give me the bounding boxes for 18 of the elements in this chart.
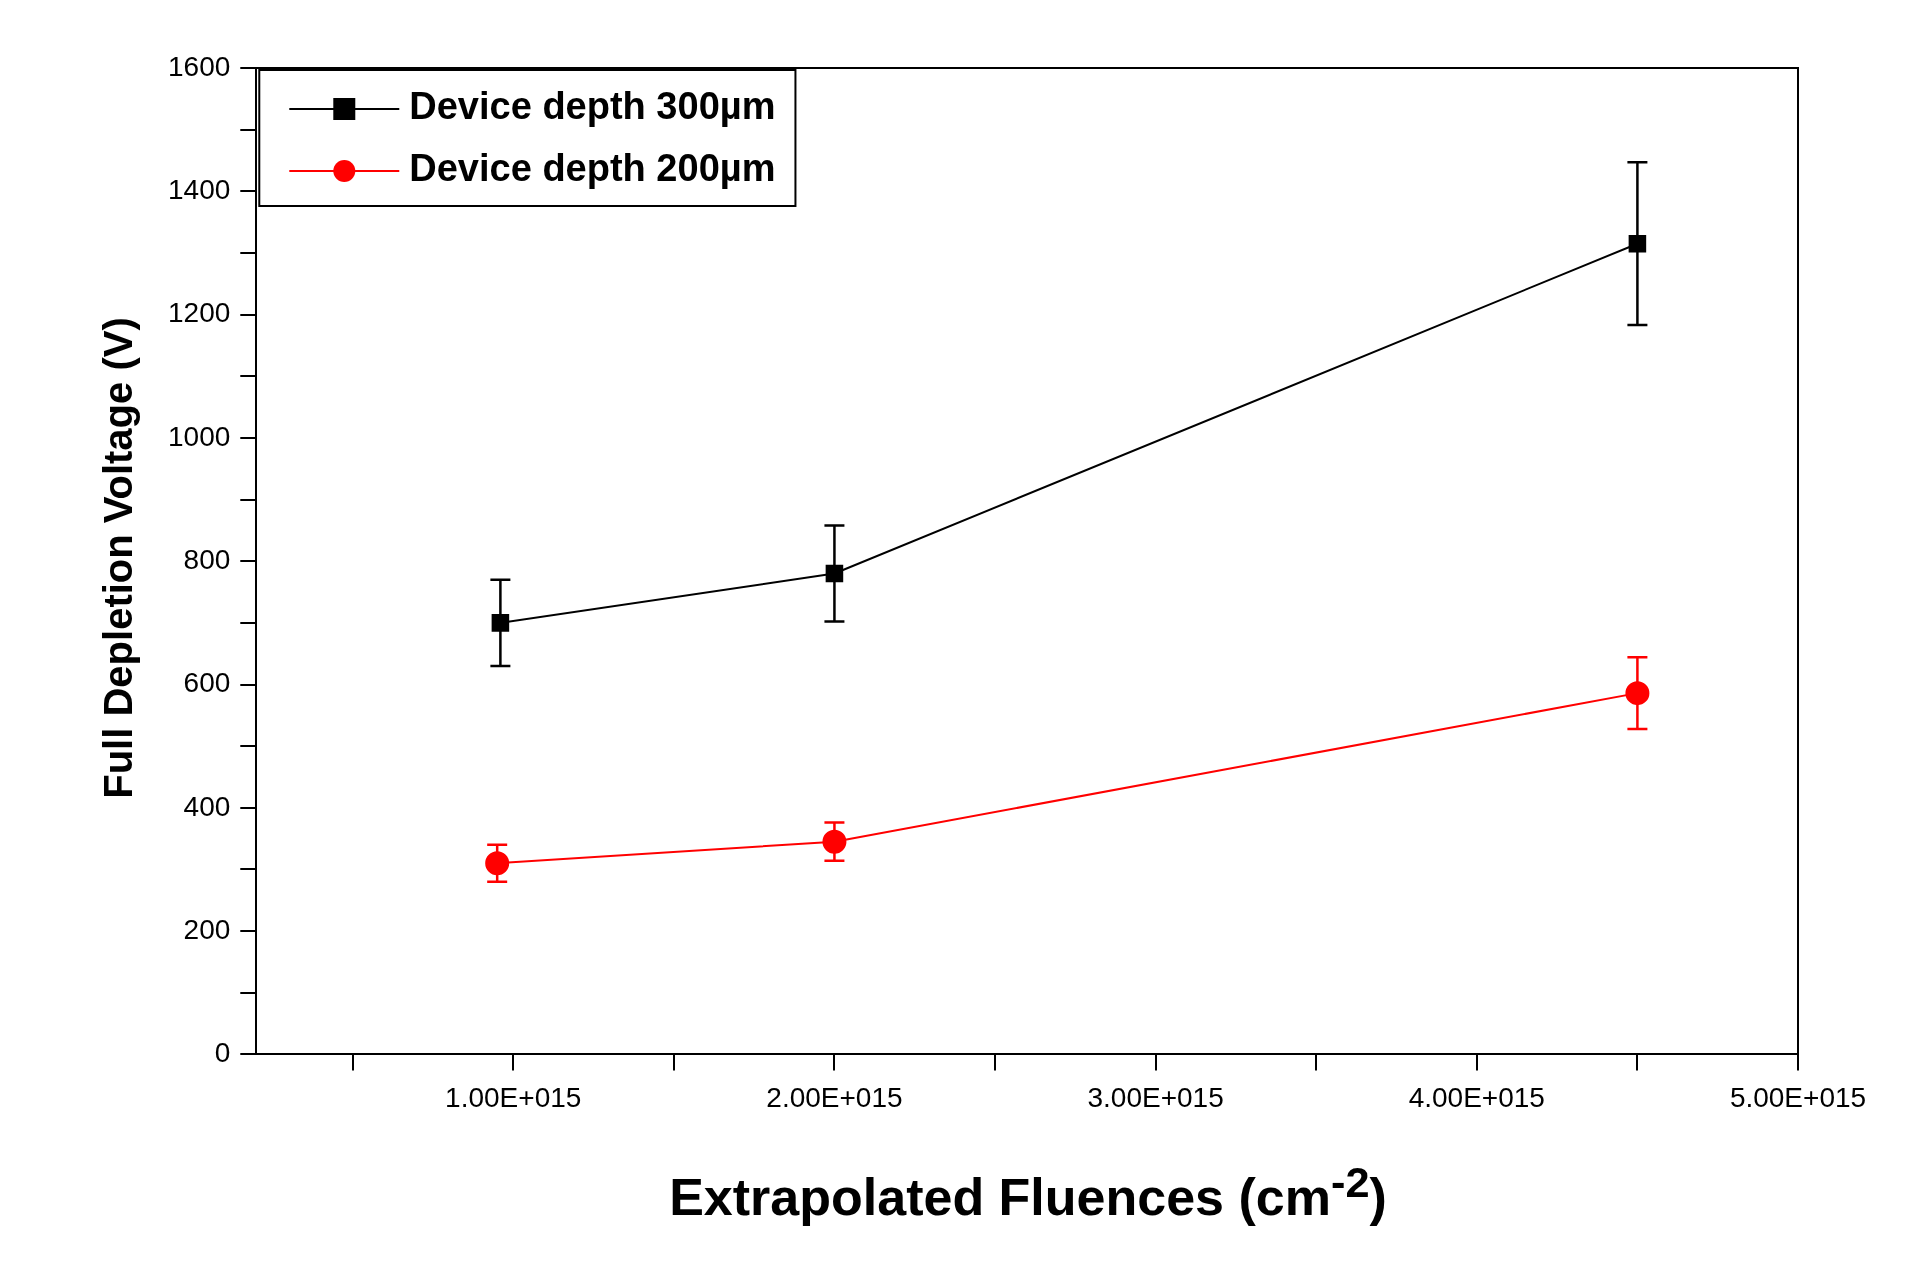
y-tick-label: 200 xyxy=(183,913,231,945)
y-tick-label: 0 xyxy=(214,1037,231,1069)
y-axis-title: Full Depletion Voltage (V) xyxy=(95,316,141,801)
x-tick-label: 3.00E+015 xyxy=(1087,1081,1224,1113)
x-tick-label: 2.00E+015 xyxy=(766,1081,903,1113)
x-axis-title: Extrapolated Fluences (cm$^{-2}$) xyxy=(668,1158,1388,1228)
legend-label: Device depth 300µm xyxy=(409,85,776,128)
y-tick-label: 600 xyxy=(183,667,231,699)
y-tick-label: 1200 xyxy=(167,297,231,329)
y-tick-label: 1600 xyxy=(167,50,231,82)
x-tick-label: 5.00E+015 xyxy=(1729,1081,1867,1113)
x-tick-label: 1.00E+015 xyxy=(445,1081,582,1113)
y-tick-label: 800 xyxy=(183,543,231,575)
y-tick-label: 1400 xyxy=(167,174,231,206)
y-tick-label: 1000 xyxy=(167,420,231,452)
y-tick-label: 400 xyxy=(183,790,231,822)
x-tick-label: 4.00E+015 xyxy=(1408,1081,1545,1113)
legend-label: Device depth 200µm xyxy=(409,147,776,190)
